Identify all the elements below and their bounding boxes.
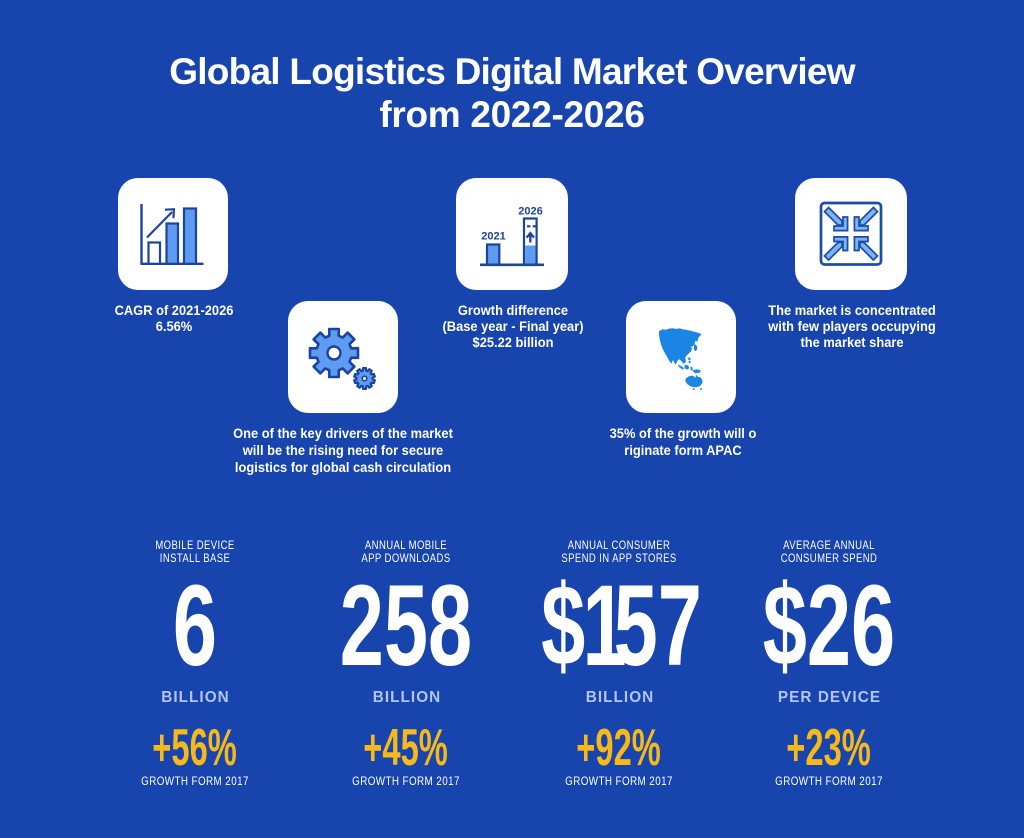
svg-text:2021: 2021 xyxy=(481,231,505,243)
svg-text:2026: 2026 xyxy=(518,206,542,218)
